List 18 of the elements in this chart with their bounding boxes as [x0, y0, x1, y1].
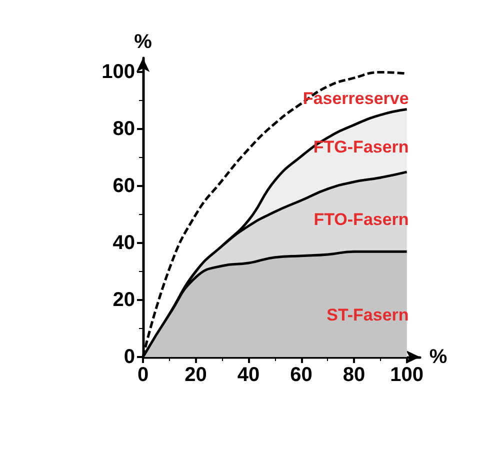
x-tick-label: 60	[290, 364, 312, 386]
series-label: Faserreserve	[302, 89, 409, 108]
x-axis-title: %	[429, 346, 448, 368]
y-axis-title: %	[134, 31, 152, 53]
y-tick-label: 0	[124, 346, 135, 368]
y-tick-label: 100	[102, 61, 135, 84]
y-tick-label: 40	[112, 232, 135, 254]
series-label: FTO-Fasern	[314, 210, 409, 230]
y-tick-label: 60	[112, 175, 135, 198]
y-tick-label: 80	[112, 118, 135, 140]
x-tick-label: 40	[237, 364, 260, 386]
y-tick-label: 20	[112, 289, 135, 312]
x-tick-label: 0	[137, 364, 149, 386]
series-label: ST-Fasern	[326, 305, 409, 324]
x-tick-label: 100	[390, 364, 424, 386]
x-tick-label: 20	[184, 364, 207, 386]
x-tick-label: 80	[342, 364, 366, 386]
series-label: FTG-Fasern	[313, 137, 409, 156]
